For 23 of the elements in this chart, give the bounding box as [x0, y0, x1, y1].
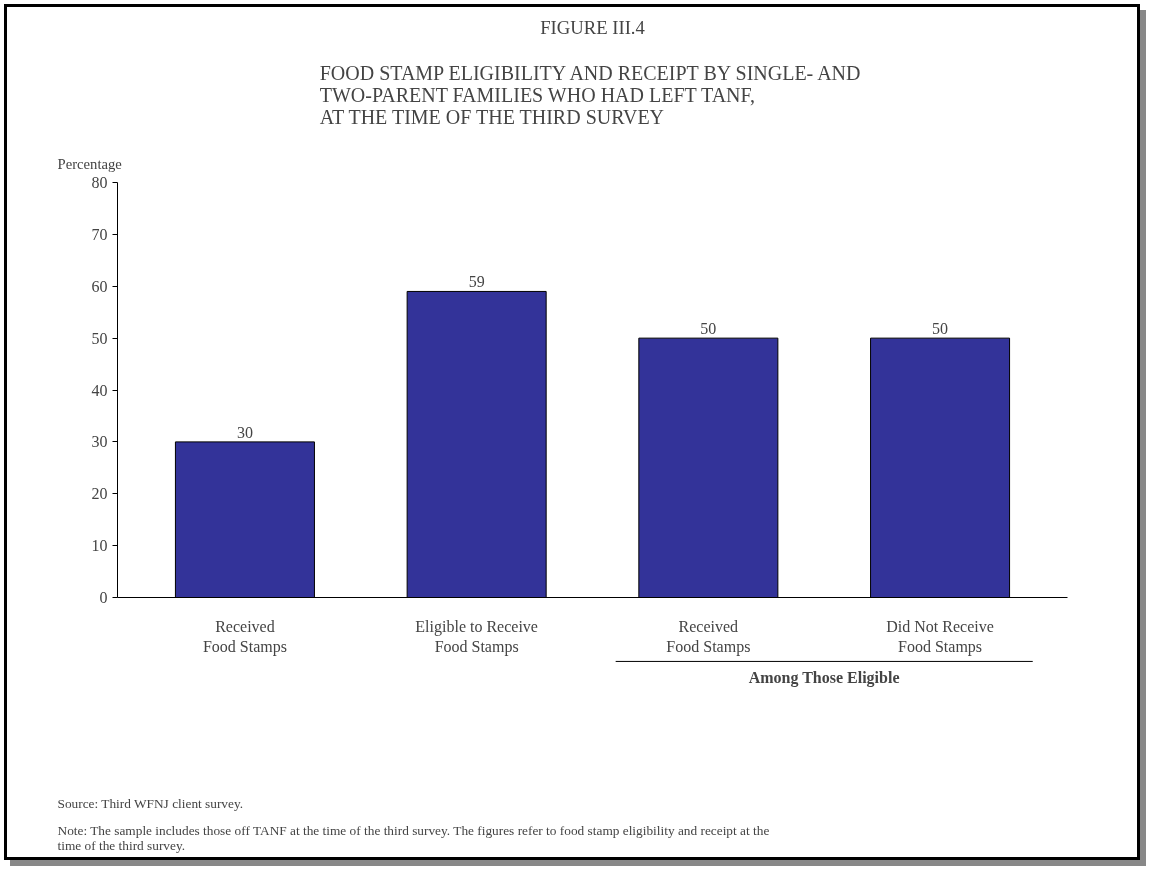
y-axis-title: Percentage — [57, 155, 122, 172]
x-tick-label: Did Not Receive Food Stamps — [886, 617, 994, 656]
data-label: 50 — [700, 320, 717, 338]
y-tick-label: 50 — [91, 329, 108, 347]
y-tick-label: 70 — [91, 225, 108, 243]
y-tick-label: 40 — [91, 381, 108, 399]
y-tick-label: 0 — [99, 589, 108, 606]
y-tick-label: 60 — [91, 277, 108, 295]
y-tick-label: 20 — [91, 485, 108, 503]
data-label: 59 — [468, 273, 485, 291]
data-label: 50 — [932, 320, 949, 338]
text: Among Those Eligible — [748, 668, 900, 687]
y-tick-label: 80 — [91, 174, 108, 191]
source-note: Source: Third WFNJ client survey. — [57, 795, 244, 811]
y-tick-label: 30 — [91, 433, 108, 451]
x-tick-label: Eligible to Receive Food Stamps — [415, 617, 538, 656]
x-tick-label: Received Food Stamps — [666, 617, 751, 656]
chart-subtitle: FOOD STAMP ELIGIBILITY AND RECEIPT BY SINGLE- AND TWO-PARENT FAMILIES WHO HAD LEFT TANF, AT THE TIME OF THE THIRD SURVEY — [319, 61, 861, 128]
text: Note: The sample includes those off TANF at the time of the third survey. The figures refer to food stamp eligibility and receipt at the time of the third survey. — [57, 822, 770, 853]
chart-title: FIGURE III.4 — [540, 16, 646, 38]
y-tick-label: 10 — [91, 537, 108, 555]
x-tick-label: Received Food Stamps — [202, 617, 287, 656]
data-label: 30 — [236, 423, 253, 441]
